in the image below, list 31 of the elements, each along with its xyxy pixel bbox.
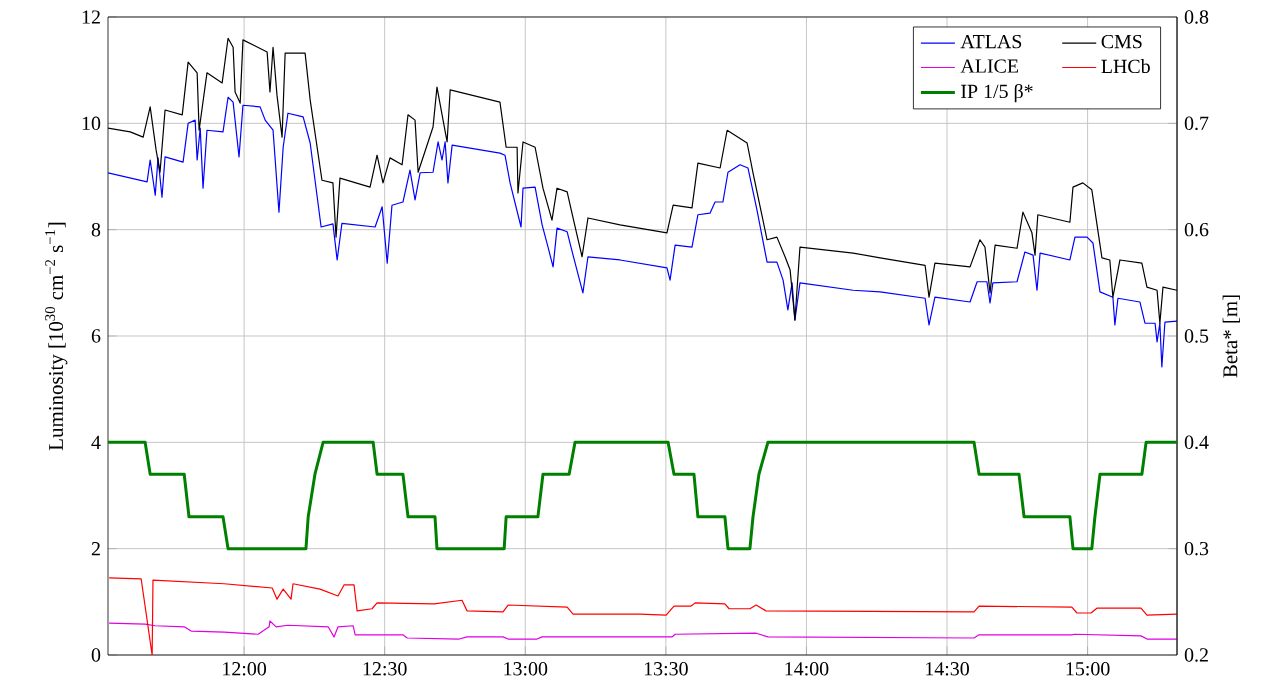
x-tick-label: 15:00 <box>1066 662 1110 676</box>
y-tick-label: 6 <box>91 329 101 343</box>
y2-tick-label: 0.8 <box>1184 10 1209 24</box>
line-series <box>108 577 1178 655</box>
legend-label: ATLAS <box>960 34 1022 49</box>
line-series <box>108 620 1178 640</box>
y-tick-label: 8 <box>91 222 101 237</box>
y2-tick-label: 0.6 <box>1184 222 1209 237</box>
x-tick-label: 12:00 <box>223 662 267 676</box>
legend-label: ALICE <box>960 59 1019 73</box>
x-tick-label: 13:30 <box>644 662 688 676</box>
y2-tick-label: 0.5 <box>1184 329 1209 343</box>
y2-tick-label: 0.2 <box>1184 648 1208 662</box>
y2-tick-label: 0.4 <box>1184 435 1209 450</box>
y-tick-label: 0 <box>91 648 101 662</box>
y-tick-label: 2 <box>91 542 100 556</box>
legend-label: CMS <box>1101 34 1142 49</box>
line-series <box>108 440 1178 551</box>
legend-label: IP 1/5 β* <box>961 83 1033 103</box>
y2-tick-label: 0.3 <box>1184 541 1209 556</box>
y-tick-label: 4 <box>91 435 101 449</box>
y-tick-label: 12 <box>82 10 100 24</box>
y2-axis-title: Beta* [m] <box>1222 295 1240 378</box>
x-tick-label: 14:00 <box>785 662 829 676</box>
x-tick-label: 14:30 <box>926 662 969 676</box>
legend-label: LHCb <box>1101 59 1150 74</box>
y-tick-label: 10 <box>82 116 101 131</box>
y2-tick-label: 0.7 <box>1184 116 1209 131</box>
x-tick-label: 12:30 <box>363 662 407 676</box>
y-axis-title: Luminosity [10$^{30}$ cm$^{−2}$ s$^{−1}$] <box>45 222 68 451</box>
x-tick-label: 13:00 <box>504 662 548 676</box>
